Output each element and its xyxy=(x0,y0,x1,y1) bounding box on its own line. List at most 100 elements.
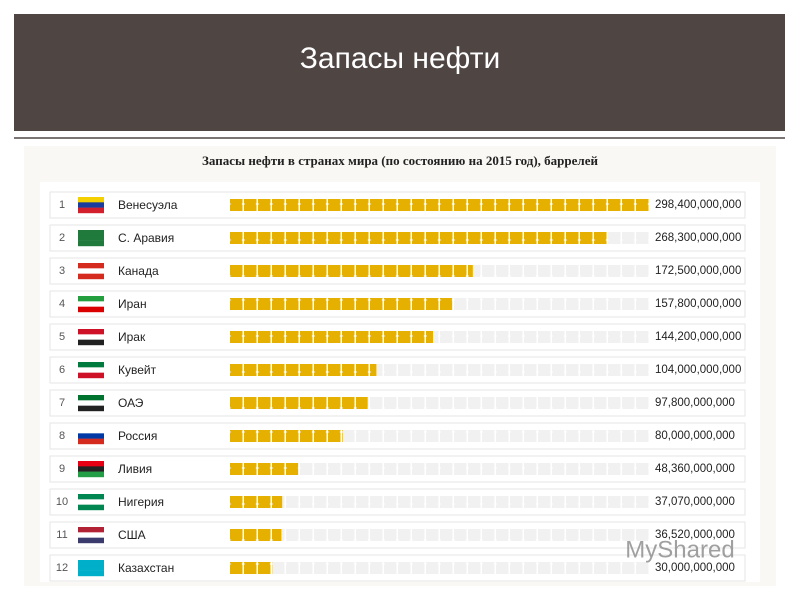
value-label: 298,400,000,000 xyxy=(655,199,741,211)
flag xyxy=(78,296,104,302)
flag xyxy=(78,329,104,335)
flag xyxy=(78,400,104,406)
value-label: 30,000,000,000 xyxy=(655,562,735,574)
flag xyxy=(78,306,104,313)
country-label: С. Аравия xyxy=(118,231,174,245)
flag xyxy=(78,466,104,472)
country-label: Венесуэла xyxy=(118,198,178,212)
flag xyxy=(78,428,104,434)
row-box xyxy=(49,191,746,219)
flag xyxy=(78,301,104,307)
country-label: Кувейт xyxy=(118,363,157,377)
flag xyxy=(78,537,104,544)
country-label: Нигерия xyxy=(118,495,164,509)
bar xyxy=(230,199,650,211)
bar xyxy=(230,397,368,409)
flag xyxy=(78,405,104,412)
flag xyxy=(78,504,104,511)
rank: 6 xyxy=(59,364,65,376)
flag xyxy=(78,334,104,340)
row-box xyxy=(49,521,746,549)
flag xyxy=(78,240,104,247)
flag xyxy=(78,499,104,505)
flag xyxy=(78,461,104,467)
bar xyxy=(230,496,283,508)
flag xyxy=(78,263,104,269)
rank: 2 xyxy=(59,232,65,244)
value-label: 144,200,000,000 xyxy=(655,331,741,343)
country-label: Ливия xyxy=(118,462,152,476)
flag xyxy=(78,433,104,439)
flag xyxy=(78,570,104,577)
bar xyxy=(230,430,343,442)
row-box xyxy=(49,422,746,450)
rank: 3 xyxy=(59,265,65,277)
flag xyxy=(78,197,104,203)
flag xyxy=(78,273,104,280)
flag xyxy=(78,362,104,368)
rank: 5 xyxy=(59,331,65,343)
flag xyxy=(78,560,104,566)
flag xyxy=(78,367,104,373)
slide-title: Запасы нефти xyxy=(300,42,500,75)
flag xyxy=(78,202,104,208)
flag xyxy=(78,207,104,214)
value-label: 104,000,000,000 xyxy=(655,364,741,376)
value-label: 157,800,000,000 xyxy=(655,298,741,310)
flag xyxy=(78,565,104,571)
bar xyxy=(230,232,608,244)
value-label: 48,360,000,000 xyxy=(655,463,735,475)
flag xyxy=(78,471,104,478)
value-label: 268,300,000,000 xyxy=(655,232,741,244)
country-label: Россия xyxy=(118,429,157,443)
row-box xyxy=(49,290,746,318)
bar xyxy=(230,298,453,310)
flag xyxy=(78,532,104,538)
flag xyxy=(78,527,104,533)
row-box xyxy=(49,488,746,516)
bar xyxy=(230,529,282,541)
country-label: Канада xyxy=(118,264,159,278)
row-box xyxy=(49,257,746,285)
bar-track xyxy=(230,496,650,508)
flag xyxy=(78,235,104,241)
country-label: ОАЭ xyxy=(118,396,144,410)
row-box xyxy=(49,554,746,582)
flag xyxy=(78,395,104,401)
flag xyxy=(78,339,104,346)
rank: 1 xyxy=(59,199,65,211)
value-label: 97,800,000,000 xyxy=(655,397,735,409)
flag xyxy=(78,438,104,445)
country-label: Казахстан xyxy=(118,561,174,575)
bar-track xyxy=(230,463,650,475)
rank: 4 xyxy=(59,298,65,310)
bar xyxy=(230,265,473,277)
row-box xyxy=(49,356,746,384)
value-label: 172,500,000,000 xyxy=(655,265,741,277)
row-box xyxy=(49,224,746,252)
bar xyxy=(230,331,433,343)
rank: 8 xyxy=(59,430,65,442)
row-box xyxy=(49,389,746,417)
flag xyxy=(78,494,104,500)
bar-track xyxy=(230,529,650,541)
chart-title: Запасы нефти в странах мира (по состояни… xyxy=(202,153,598,168)
country-label: США xyxy=(118,528,146,542)
row-box xyxy=(49,323,746,351)
bar xyxy=(230,463,299,475)
rank: 11 xyxy=(56,529,67,541)
watermark: MyShared xyxy=(625,536,734,563)
row-box xyxy=(49,455,746,483)
rank: 12 xyxy=(56,562,68,574)
rank: 10 xyxy=(56,496,68,508)
flag xyxy=(78,268,104,274)
value-label: 36,520,000,000 xyxy=(655,529,735,541)
bar xyxy=(230,364,377,376)
value-label: 80,000,000,000 xyxy=(655,430,735,442)
flag xyxy=(78,230,104,236)
header-band xyxy=(14,14,785,131)
bar-track xyxy=(230,562,650,574)
bar xyxy=(230,562,273,574)
country-label: Иран xyxy=(118,297,147,311)
